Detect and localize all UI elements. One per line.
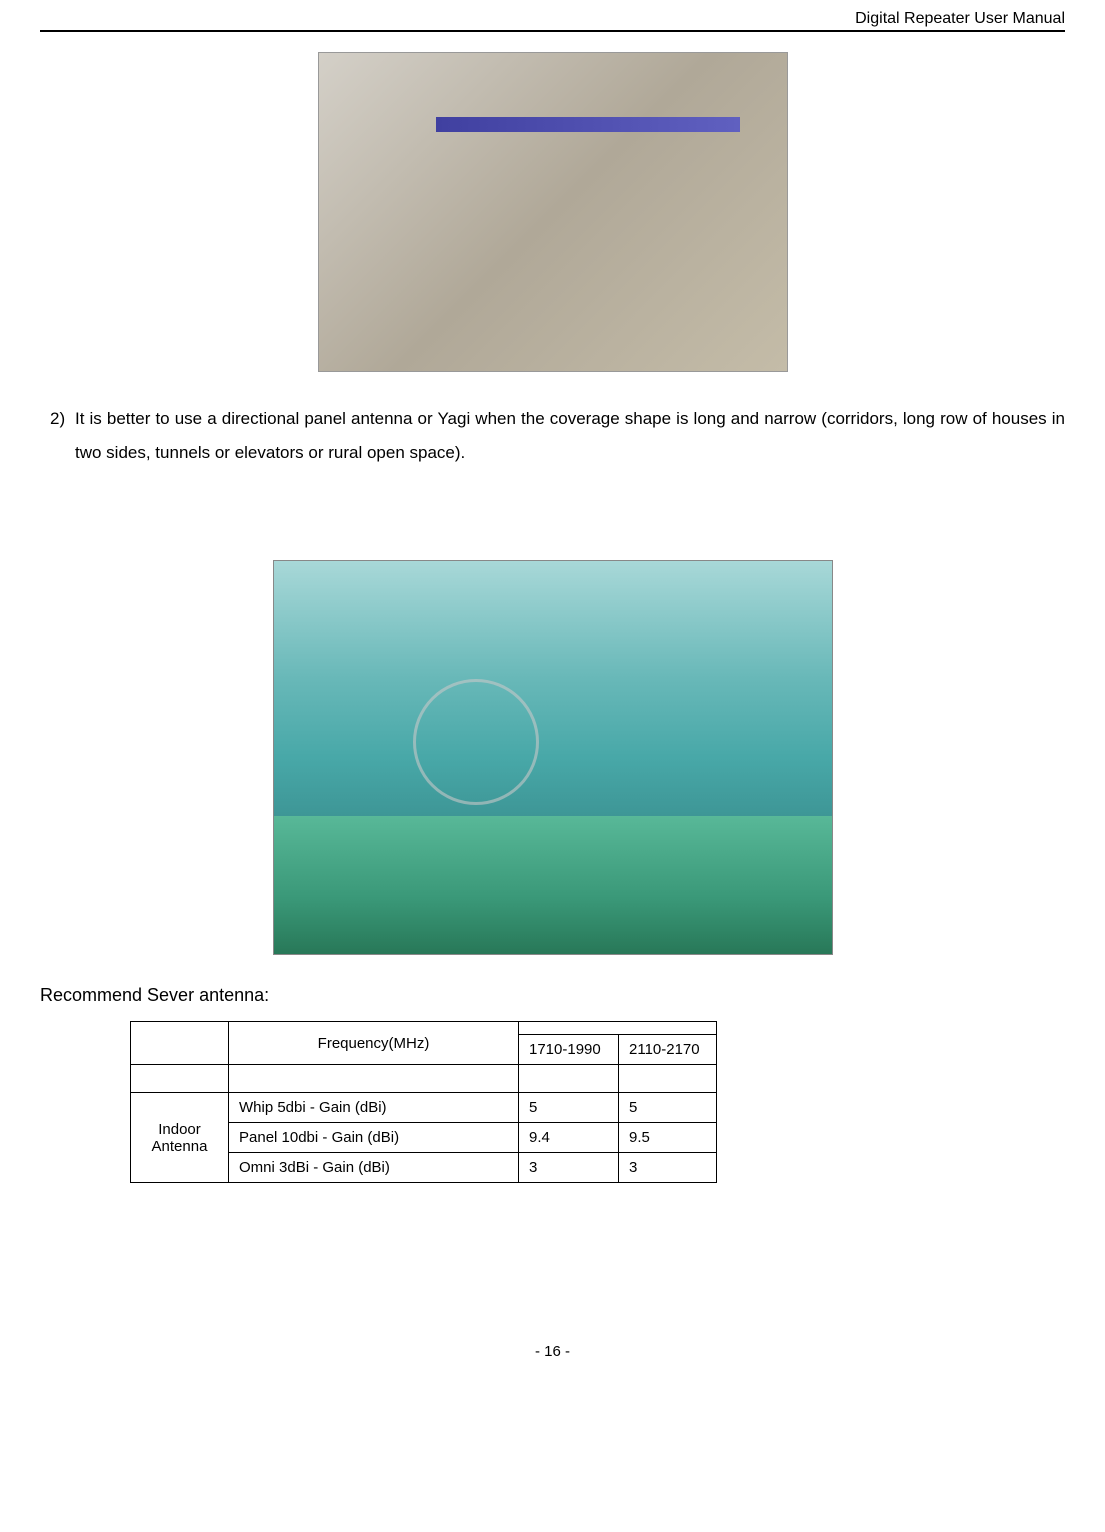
corridor-illustration (273, 560, 833, 955)
table-cell-value: 3 (519, 1153, 619, 1183)
table-header-freqspan (519, 1022, 717, 1035)
table-row: Indoor Antenna Whip 5dbi - Gain (dBi) 5 … (131, 1093, 717, 1123)
table-cell-empty (519, 1065, 619, 1093)
table-cell-label: Whip 5dbi - Gain (dBi) (229, 1093, 519, 1123)
table-header-empty (131, 1022, 229, 1065)
antenna-table: Frequency(MHz) 1710-1990 2110-2170 Indoo… (130, 1021, 717, 1183)
table-header-freq2: 2110-2170 (619, 1035, 717, 1065)
antenna-table-container: Frequency(MHz) 1710-1990 2110-2170 Indoo… (130, 1021, 1065, 1183)
table-cell-empty (229, 1065, 519, 1093)
table-header-freq1: 1710-1990 (519, 1035, 619, 1065)
list-number: 2) (40, 402, 75, 470)
section-heading: Recommend Sever antenna: (40, 985, 1065, 1006)
page-footer: - 16 - (40, 1343, 1065, 1360)
list-item-2: 2) It is better to use a directional pan… (40, 402, 1065, 470)
rowspan-line1: Indoor (158, 1121, 201, 1138)
list-text: It is better to use a directional panel … (75, 402, 1065, 470)
table-cell-value: 5 (519, 1093, 619, 1123)
table-cell-empty (619, 1065, 717, 1093)
page-header-title: Digital Repeater User Manual (40, 10, 1065, 32)
table-cell-value: 3 (619, 1153, 717, 1183)
table-cell-label: Omni 3dBi - Gain (dBi) (229, 1153, 519, 1183)
table-cell-value: 9.5 (619, 1123, 717, 1153)
table-row: Frequency(MHz) (131, 1022, 717, 1035)
table-cell-value: 9.4 (519, 1123, 619, 1153)
floor-plan-illustration (318, 52, 788, 372)
table-cell-value: 5 (619, 1093, 717, 1123)
table-header-frequency: Frequency(MHz) (229, 1022, 519, 1065)
rowspan-line2: Antenna (152, 1138, 208, 1155)
table-rowspan-label: Indoor Antenna (131, 1093, 229, 1183)
table-cell-label: Panel 10dbi - Gain (dBi) (229, 1123, 519, 1153)
table-cell-empty (131, 1065, 229, 1093)
table-row (131, 1065, 717, 1093)
